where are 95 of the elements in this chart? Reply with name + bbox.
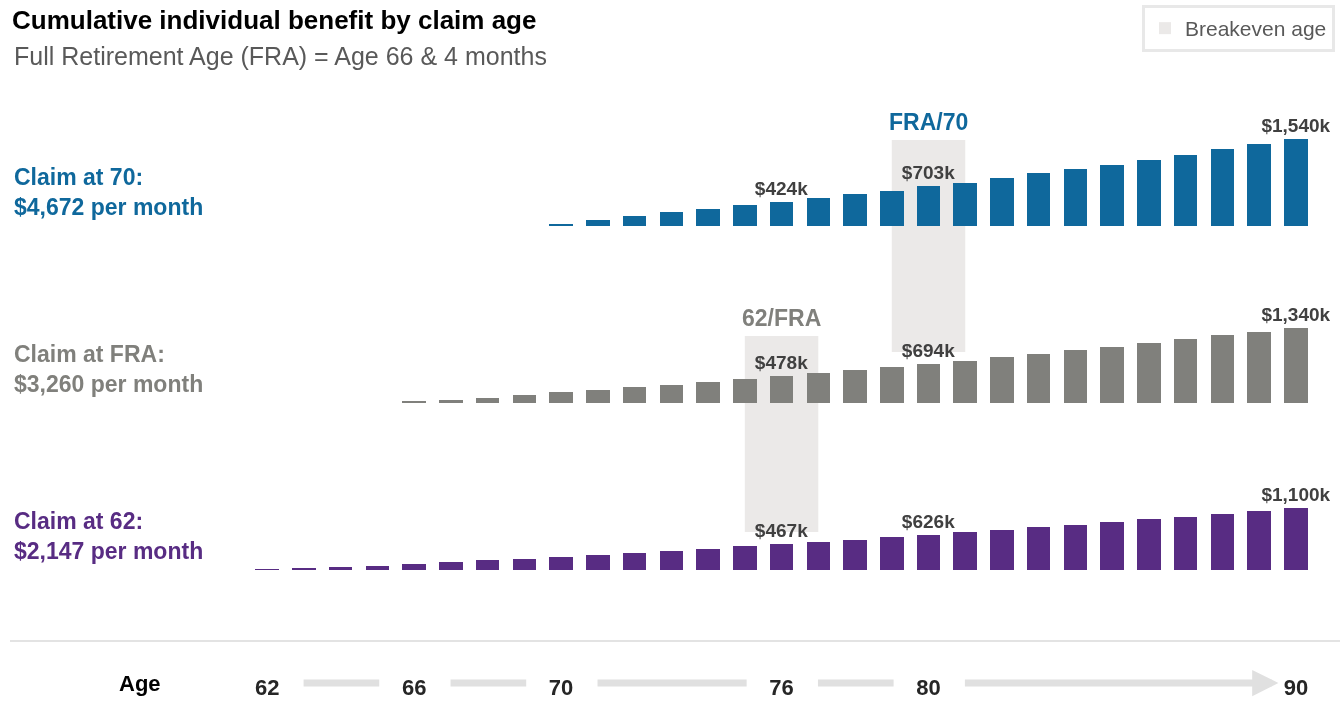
bar xyxy=(807,373,830,403)
bar xyxy=(586,555,610,570)
bar xyxy=(1027,173,1050,226)
bar xyxy=(807,542,830,570)
bar xyxy=(1284,139,1308,226)
data-label: $478k xyxy=(754,352,809,373)
bar xyxy=(476,560,499,570)
bar xyxy=(1100,347,1124,403)
bar xyxy=(953,183,977,226)
bar xyxy=(586,220,610,226)
bar xyxy=(917,535,940,570)
text: Claim at 62: $2,147 per month xyxy=(14,508,204,564)
bar xyxy=(770,202,793,226)
bar xyxy=(623,553,646,570)
bar xyxy=(1211,514,1234,570)
bar xyxy=(1174,155,1197,226)
bar xyxy=(1027,527,1050,570)
bar xyxy=(990,530,1014,570)
text: Claim at FRA: $3,260 per month xyxy=(14,341,204,397)
data-label: $1,340k xyxy=(1261,304,1331,325)
bar xyxy=(733,205,757,226)
x-tick-label: 70 xyxy=(548,675,574,701)
bar xyxy=(880,537,904,570)
x-tick-label: 66 xyxy=(401,675,427,701)
bar xyxy=(1284,508,1308,570)
bar xyxy=(366,566,389,570)
chart-title: Cumulative individual benefit by claim age xyxy=(12,5,537,36)
legend-label: Breakeven age xyxy=(1185,17,1327,41)
bar xyxy=(660,385,683,403)
bar xyxy=(733,379,757,403)
bar xyxy=(1100,522,1124,570)
bar xyxy=(696,382,720,403)
bar xyxy=(843,370,867,403)
data-label: $1,540k xyxy=(1261,115,1331,136)
data-label: $1,100k xyxy=(1261,484,1331,505)
bar xyxy=(1027,354,1050,403)
text: FRA/70 xyxy=(889,109,969,135)
bar xyxy=(990,357,1014,403)
bar xyxy=(623,216,646,226)
data-label: $694k xyxy=(901,340,956,361)
bar xyxy=(880,367,904,403)
bar xyxy=(1247,332,1271,403)
data-label: $626k xyxy=(901,511,956,532)
bar xyxy=(807,198,830,226)
bar xyxy=(549,557,573,570)
bar xyxy=(843,194,867,226)
bar xyxy=(953,532,977,570)
bar xyxy=(733,546,757,570)
bar xyxy=(1100,165,1124,226)
bar xyxy=(586,390,610,403)
annotation: 62/FRA xyxy=(742,305,822,331)
bar xyxy=(1137,160,1161,226)
bar xyxy=(917,364,940,403)
data-label: $703k xyxy=(901,162,956,183)
bar xyxy=(953,361,977,403)
data-label: $467k xyxy=(754,520,809,541)
bar xyxy=(770,376,793,403)
bar xyxy=(476,398,499,403)
x-tick-label: 90 xyxy=(1283,675,1309,701)
bar xyxy=(1064,350,1087,403)
bar xyxy=(1284,328,1308,403)
bar xyxy=(549,392,573,403)
x-tick-label: 62 xyxy=(254,675,280,701)
bar xyxy=(770,544,793,570)
bar xyxy=(1211,335,1234,403)
bar xyxy=(660,212,683,226)
bar xyxy=(880,191,904,226)
bar xyxy=(1247,511,1271,570)
bar xyxy=(439,400,463,403)
bar xyxy=(1064,525,1087,570)
bar xyxy=(1211,149,1234,226)
bar xyxy=(1247,144,1271,226)
x-axis-title: Age xyxy=(119,671,161,696)
x-tick-label: 76 xyxy=(769,675,794,701)
bar xyxy=(696,549,720,570)
bar xyxy=(696,209,720,226)
bar xyxy=(513,395,536,403)
bar xyxy=(329,567,352,570)
bar xyxy=(660,551,683,570)
bar xyxy=(1174,339,1197,403)
bar xyxy=(1064,169,1087,226)
bar xyxy=(439,562,463,570)
chart-subtitle: Full Retirement Age (FRA) = Age 66 & 4 months xyxy=(14,42,547,70)
bar xyxy=(990,178,1014,226)
data-label: $424k xyxy=(754,178,809,199)
text: Claim at 70: $4,672 per month xyxy=(14,164,204,220)
bar xyxy=(402,564,426,570)
bar xyxy=(623,387,646,403)
x-tick-label: 80 xyxy=(916,675,941,701)
bar xyxy=(1174,517,1197,570)
bar xyxy=(917,186,940,226)
bar xyxy=(1137,519,1161,570)
bar xyxy=(513,559,536,570)
bar xyxy=(1137,343,1161,403)
bar xyxy=(843,540,867,570)
